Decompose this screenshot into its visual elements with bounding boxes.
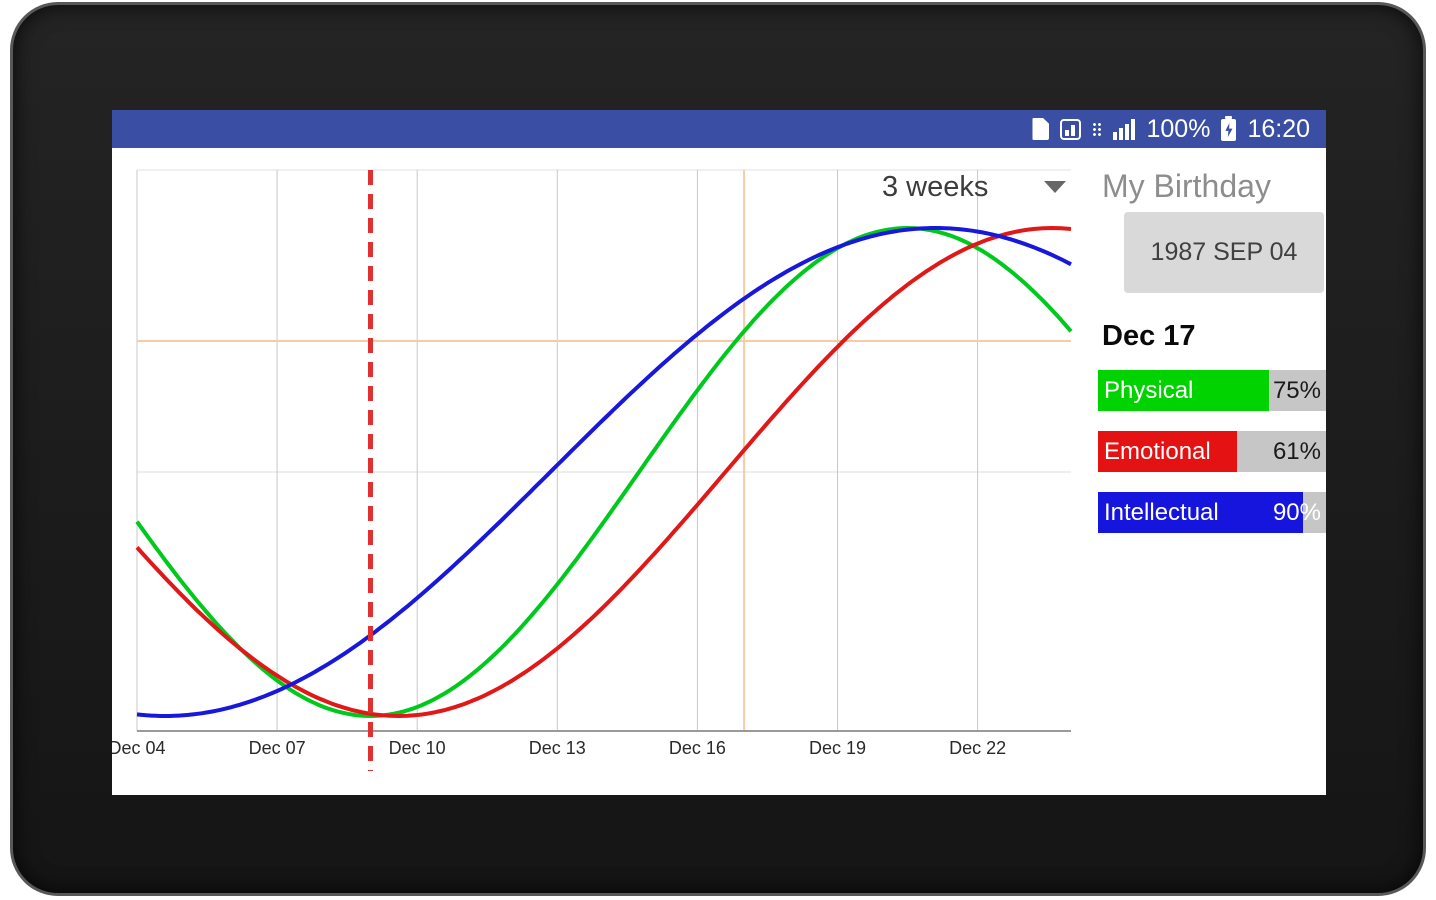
x-axis-labels: Dec 04 Dec 07 Dec 10 Dec 13 Dec 16 Dec 19 Dec … <box>112 738 1098 764</box>
charging-bolt-icon <box>1225 123 1233 137</box>
metric-row-intellectual: Intellectual 90% <box>1098 492 1326 533</box>
panel-title: My Birthday <box>1102 168 1271 204</box>
x-tick-label: Dec 07 <box>248 738 306 758</box>
chart-area: Dec 04 Dec 07 Dec 10 Dec 13 Dec 16 Dec 19 Dec … <box>112 148 1098 795</box>
metric-percent: 61% <box>1272 438 1321 465</box>
x-tick-label: Dec 10 <box>388 738 446 758</box>
metric-row-emotional: Emotional 61% <box>1098 431 1326 472</box>
metric-label: Physical <box>1104 377 1194 404</box>
range-dropdown[interactable]: 3 weeks <box>882 168 1072 206</box>
birthday-button[interactable]: 1987 SEP 04 <box>1124 212 1324 293</box>
x-tick-label: Dec 19 <box>808 738 867 758</box>
file-icon <box>1032 118 1050 140</box>
clock: 16:20 <box>1247 115 1310 143</box>
metric-fill <box>1098 492 1304 533</box>
biorhythm-chart[interactable] <box>112 148 1098 795</box>
tablet-frame: 100% 16:20 Dec 04 Dec 07 Dec 10 Dec 13 Dec 1… <box>10 2 1426 896</box>
x-tick-label: Dec 04 <box>112 738 166 758</box>
stats-icon <box>1060 118 1082 140</box>
metric-fill <box>1098 431 1238 472</box>
metric-row-physical: Physical 75% <box>1098 370 1326 411</box>
screen: 100% 16:20 Dec 04 Dec 07 Dec 10 Dec 13 Dec 1… <box>112 110 1326 795</box>
metric-percent: 90% <box>1272 499 1321 526</box>
metric-label: Intellectual <box>1104 499 1219 526</box>
x-tick-label: Dec 13 <box>528 738 586 758</box>
metric-fill <box>1098 370 1269 411</box>
side-panel: My Birthday 1987 SEP 04 Dec 17 Physical … <box>1098 148 1326 795</box>
grid-dots-icon <box>1092 121 1103 137</box>
signal-icon <box>1113 118 1136 140</box>
battery-icon <box>1221 116 1237 141</box>
metric-label: Emotional <box>1104 438 1211 465</box>
chevron-down-icon <box>1044 181 1066 193</box>
metric-percent: 75% <box>1272 377 1321 404</box>
battery-percent: 100% <box>1146 115 1211 143</box>
app-content: Dec 04 Dec 07 Dec 10 Dec 13 Dec 16 Dec 19 Dec … <box>112 148 1326 795</box>
x-tick-label: Dec 22 <box>949 738 1007 758</box>
x-tick-label: Dec 16 <box>668 738 726 758</box>
range-dropdown-label: 3 weeks <box>882 170 989 203</box>
status-bar: 100% 16:20 <box>112 110 1326 148</box>
selected-date: Dec 17 <box>1102 320 1196 352</box>
